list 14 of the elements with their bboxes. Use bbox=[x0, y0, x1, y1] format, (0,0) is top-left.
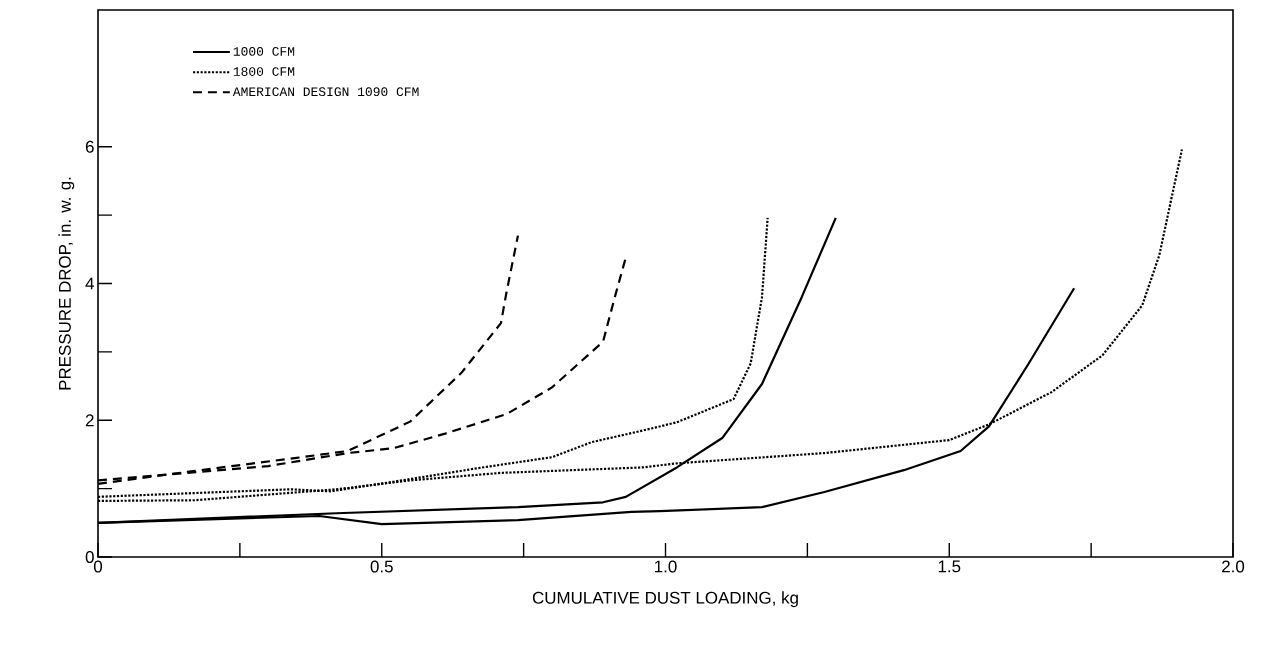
y-tick-label: 6 bbox=[85, 140, 94, 153]
y-tick-label: 4 bbox=[85, 277, 94, 290]
y-tick-label: 2 bbox=[85, 414, 94, 427]
y-tick-label: 0 bbox=[85, 551, 94, 563]
x-tick-label: 1.5 bbox=[938, 560, 961, 573]
legend-label: AMERICAN DESIGN 1090 CFM bbox=[232, 87, 419, 97]
x-tick-label: 0.5 bbox=[370, 560, 393, 573]
legend-label: 1000 CFM bbox=[233, 46, 295, 56]
y-axis-title: PRESSURE DROP, in. w. g. bbox=[58, 177, 75, 390]
x-tick-label: 1.0 bbox=[655, 560, 677, 573]
legend-label: 1800 CFM bbox=[233, 67, 295, 76]
x-tick-label: 2.0 bbox=[1222, 560, 1245, 573]
x-tick-label: 0 bbox=[93, 560, 103, 573]
x-axis-title: CUMULATIVE DUST LOADING, kg bbox=[532, 591, 798, 608]
